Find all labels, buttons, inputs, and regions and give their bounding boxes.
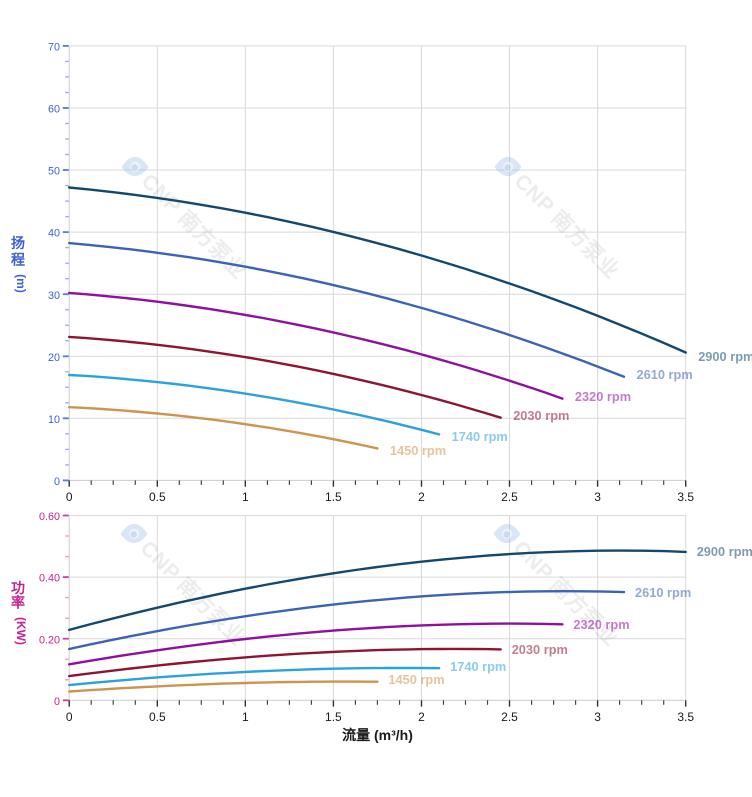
svg-text:0.5: 0.5 bbox=[149, 490, 166, 504]
svg-text:1.5: 1.5 bbox=[325, 710, 342, 724]
svg-text:1.5: 1.5 bbox=[325, 490, 342, 504]
svg-text:程: 程 bbox=[11, 252, 25, 268]
svg-text:0.5: 0.5 bbox=[149, 710, 166, 724]
svg-text:扬: 扬 bbox=[11, 235, 25, 251]
svg-text:1: 1 bbox=[242, 710, 249, 724]
svg-text:2900 rpm: 2900 rpm bbox=[697, 544, 752, 559]
svg-text:1450 rpm: 1450 rpm bbox=[390, 443, 446, 458]
svg-text:0.40: 0.40 bbox=[39, 573, 60, 585]
svg-text:0.60: 0.60 bbox=[39, 511, 60, 523]
svg-text:2: 2 bbox=[418, 490, 425, 504]
svg-text:功: 功 bbox=[11, 580, 25, 596]
svg-text:2: 2 bbox=[418, 710, 425, 724]
svg-text:20: 20 bbox=[48, 352, 60, 364]
svg-text:2900 rpm: 2900 rpm bbox=[698, 349, 752, 364]
svg-text:0: 0 bbox=[54, 696, 60, 708]
svg-text:0: 0 bbox=[66, 710, 73, 724]
svg-text:(m): (m) bbox=[14, 274, 28, 293]
svg-text:2.5: 2.5 bbox=[501, 710, 518, 724]
svg-text:流量 (m³/h): 流量 (m³/h) bbox=[342, 727, 413, 743]
svg-text:2320 rpm: 2320 rpm bbox=[575, 389, 631, 404]
svg-text:1740 rpm: 1740 rpm bbox=[450, 659, 506, 674]
svg-text:0.20: 0.20 bbox=[39, 634, 60, 646]
svg-text:3: 3 bbox=[594, 490, 601, 504]
svg-text:2610 rpm: 2610 rpm bbox=[635, 585, 691, 600]
svg-text:3.5: 3.5 bbox=[677, 710, 694, 724]
svg-text:率: 率 bbox=[11, 595, 25, 611]
svg-text:70: 70 bbox=[48, 42, 60, 54]
svg-text:3: 3 bbox=[594, 710, 601, 724]
svg-text:50: 50 bbox=[48, 166, 60, 178]
svg-text:10: 10 bbox=[48, 414, 60, 426]
svg-text:2320 rpm: 2320 rpm bbox=[573, 617, 629, 632]
svg-text:2.5: 2.5 bbox=[501, 490, 518, 504]
svg-text:1: 1 bbox=[242, 490, 249, 504]
svg-text:(KW): (KW) bbox=[14, 617, 28, 645]
svg-text:30: 30 bbox=[48, 290, 60, 302]
svg-text:2030 rpm: 2030 rpm bbox=[512, 642, 568, 657]
svg-text:2030 rpm: 2030 rpm bbox=[513, 408, 569, 423]
svg-text:0: 0 bbox=[54, 476, 60, 488]
svg-text:1450 rpm: 1450 rpm bbox=[388, 672, 444, 687]
svg-text:40: 40 bbox=[48, 228, 60, 240]
svg-text:1740 rpm: 1740 rpm bbox=[452, 429, 508, 444]
svg-text:3.5: 3.5 bbox=[677, 490, 694, 504]
svg-text:60: 60 bbox=[48, 104, 60, 116]
svg-text:2610 rpm: 2610 rpm bbox=[637, 367, 693, 382]
svg-text:0: 0 bbox=[66, 490, 73, 504]
